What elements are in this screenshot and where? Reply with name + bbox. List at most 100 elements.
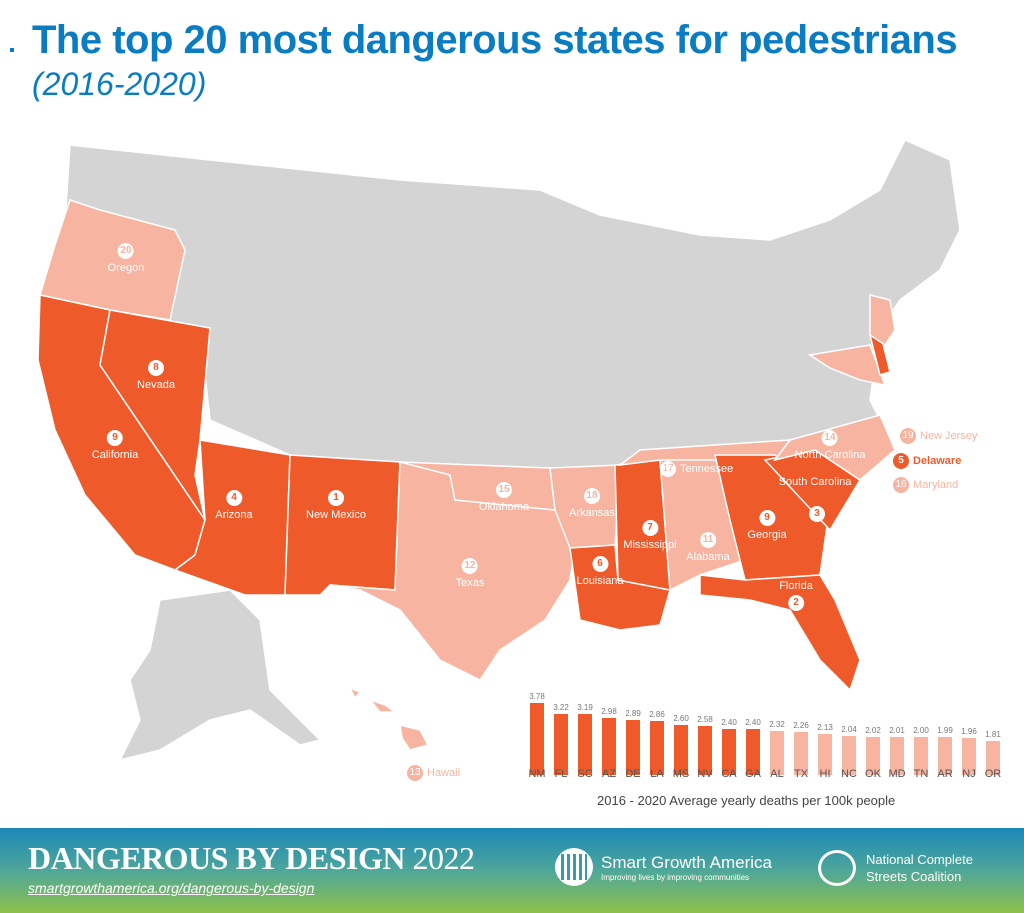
map-label-florida: Florida 2	[779, 580, 813, 614]
map-label-hawaii: 13 Hawaii	[407, 765, 460, 781]
category-label: MD	[888, 768, 906, 780]
footer-title: DANGEROUS BY DESIGN 2022	[28, 840, 475, 877]
ncsc-logo: National Complete Streets Coalition	[818, 850, 973, 886]
bar-rect	[746, 729, 760, 775]
rank-badge: 17	[660, 461, 676, 477]
category-label: OR	[984, 768, 1002, 780]
footer-year: 2022	[412, 840, 475, 876]
rank-badge: 5	[893, 453, 909, 469]
bar-ga: 2.40	[741, 675, 765, 775]
rank-badge: 12	[462, 558, 478, 574]
map-label-tennessee: 17 Tennessee	[660, 461, 733, 477]
bar-value-label: 2.13	[817, 723, 833, 733]
bar-al: 2.32	[765, 675, 789, 775]
sga-name: Smart Growth America	[601, 852, 772, 872]
page-title: The top 20 most dangerous states for ped…	[32, 18, 958, 62]
bar-value-label: 1.96	[961, 726, 977, 736]
category-label: NV	[697, 768, 713, 780]
bar-value-label: 2.40	[745, 718, 761, 728]
rank-badge: 20	[117, 243, 134, 259]
state-name: Texas	[455, 577, 485, 589]
rank-badge: 18	[583, 488, 600, 504]
map-label-arizona: 4 Arizona	[215, 490, 253, 521]
category-label: DE	[625, 768, 641, 780]
map-label-new-jersey: 19 New Jersey	[900, 428, 977, 444]
map-label-louisiana: 6 Louisiana	[576, 556, 624, 587]
rank-badge: 6	[592, 556, 608, 572]
bar-value-label: 2.00	[913, 725, 929, 735]
rank-badge: 11	[699, 532, 716, 548]
bar-fl: 3.22	[549, 675, 573, 775]
map-label-north-carolina: 14 North Carolina	[795, 430, 865, 461]
bar-md: 2.01	[885, 675, 909, 775]
bar-rect	[698, 725, 712, 775]
category-label: MS	[672, 768, 690, 780]
chart-x-axis-label: 2016 - 2020 Average yearly deaths per 10…	[597, 793, 896, 808]
state-name: Delaware	[913, 455, 962, 467]
bar-value-label: 2.01	[889, 725, 905, 735]
category-label: GA	[745, 768, 761, 780]
bar-value-label: 2.86	[649, 709, 665, 719]
category-label: NJ	[962, 768, 976, 780]
bar-value-label: 2.98	[601, 707, 617, 717]
rank-badge: 15	[495, 482, 512, 498]
smart-growth-america-logo: Smart Growth America Improving lives by …	[555, 848, 772, 886]
map-label-south-carolina-rank: 3	[809, 506, 825, 525]
rank-badge: 2	[788, 595, 804, 611]
bar-value-label: 2.40	[721, 718, 737, 728]
bar-az: 2.98	[597, 675, 621, 775]
map-label-oregon: 20 Oregon	[107, 243, 145, 274]
bar-rect	[602, 718, 616, 775]
rank-badge: 16	[893, 477, 909, 493]
bar-rect	[962, 737, 976, 775]
bar-value-label: 2.89	[625, 708, 641, 718]
bar-value-label: 2.32	[769, 719, 785, 729]
state-name: Georgia	[747, 529, 787, 541]
state-name: Oregon	[107, 262, 145, 274]
rank-badge: 19	[900, 428, 916, 444]
bar-chart-categories: NM FL SC AZ DE LA MS NV CA GA AL TX HI NC OK MD TN AR NJ OR	[525, 768, 1005, 780]
state-name: Oklahoma	[478, 501, 530, 513]
state-name: New Mexico	[306, 509, 366, 521]
state-name: Tennessee	[680, 463, 734, 475]
bar-ca: 2.40	[717, 675, 741, 775]
bar-nc: 2.04	[837, 675, 861, 775]
us-map-shapes	[37, 139, 961, 762]
bar-de: 2.89	[621, 675, 645, 775]
state-name: Nevada	[137, 379, 175, 391]
bar-chart-bars: 3.78 3.22 3.19 2.98 2.89 2.86 2.60 2.58 2.40 2.40…	[525, 675, 1005, 775]
bar-rect	[866, 736, 880, 775]
category-label: OK	[865, 768, 881, 780]
bar-value-label: 1.81	[985, 729, 1001, 739]
map-label-texas: 12 Texas	[455, 558, 485, 589]
state-name: Hawaii	[427, 767, 461, 779]
state-name: Alabama	[686, 551, 730, 563]
rank-badge: 7	[642, 520, 658, 536]
sga-tagline: Improving lives by improving communities	[601, 872, 750, 882]
ncsc-line2: Streets Coalition	[866, 869, 962, 884]
state-name: Mississippi	[623, 539, 677, 551]
category-label: NM	[528, 768, 546, 780]
state-name: Arizona	[215, 509, 253, 521]
bar-value-label: 2.60	[673, 714, 689, 724]
state-name: Maryland	[913, 479, 959, 491]
bar-ar: 1.99	[933, 675, 957, 775]
bar-hi: 2.13	[813, 675, 837, 775]
map-label-mississippi: 7 Mississippi	[623, 520, 677, 551]
rank-badge: 14	[821, 430, 838, 446]
bar-tn: 2.00	[909, 675, 933, 775]
rank-badge: 3	[809, 506, 825, 522]
state-name: Florida	[779, 580, 813, 592]
bar-or: 1.81	[981, 675, 1005, 775]
footer-title-text: DANGEROUS BY DESIGN	[28, 840, 405, 876]
footer-link[interactable]: smartgrowthamerica.org/dangerous-by-desi…	[28, 880, 315, 896]
state-name: Louisiana	[576, 575, 624, 587]
bar-rect	[794, 731, 808, 775]
bar-la: 2.86	[645, 675, 669, 775]
bar-rect	[938, 737, 952, 775]
bar-ms: 2.60	[669, 675, 693, 775]
bar-rect	[722, 729, 736, 775]
bar-rect	[674, 725, 688, 775]
bar-value-label: 2.58	[697, 714, 713, 724]
category-label: LA	[650, 768, 664, 780]
